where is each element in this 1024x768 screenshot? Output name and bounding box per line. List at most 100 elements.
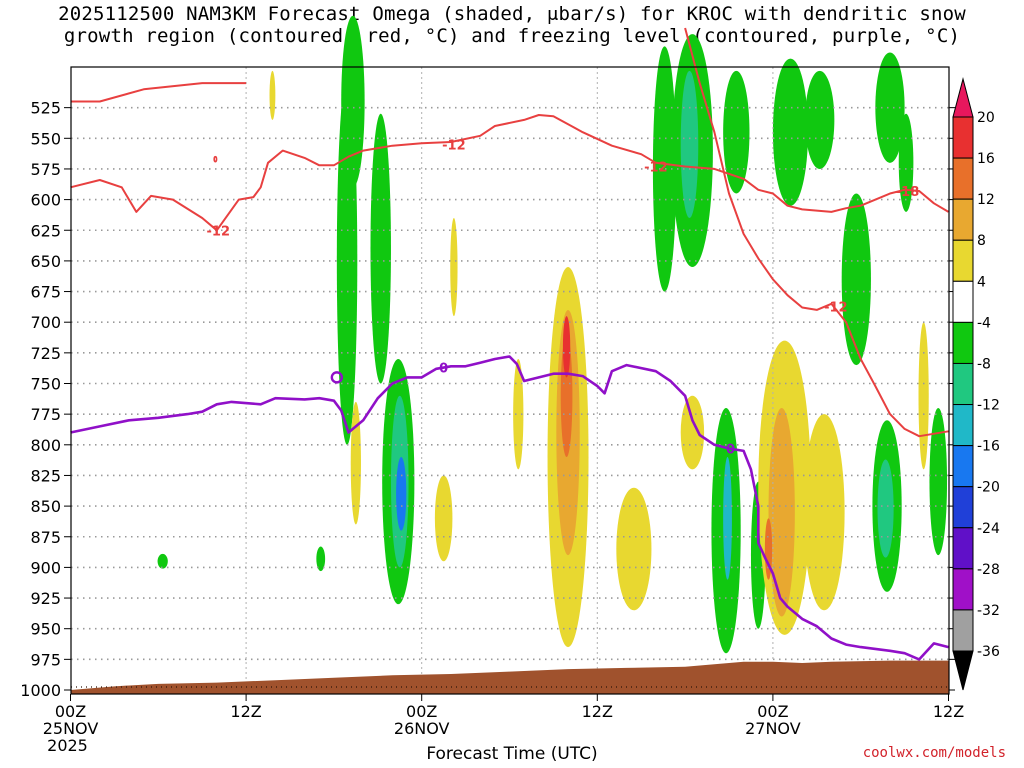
- y-tick-label-850: 850: [30, 497, 61, 516]
- omega-region-14: [616, 487, 652, 611]
- omega-region-33: [877, 459, 894, 558]
- colorbar-label-8: -16: [977, 439, 1000, 455]
- source-credit: coolwx.com/models: [862, 745, 1006, 761]
- omega-region-38: [316, 546, 326, 572]
- omega-region-19: [723, 70, 750, 194]
- dgz-label-1: -12: [207, 224, 231, 239]
- omega-region-7: [350, 401, 361, 525]
- omega-region-13: [562, 316, 571, 378]
- y-tick-label-725: 725: [30, 344, 61, 363]
- y-tick-label-750: 750: [30, 375, 61, 394]
- colorbar-label-2: 12: [977, 192, 995, 208]
- y-tick-label-700: 700: [30, 313, 61, 332]
- y-tick-label-775: 775: [30, 405, 61, 424]
- colorbar-box-6: [952, 362, 974, 406]
- omega-region-26: [803, 414, 845, 611]
- y-tick-label-825: 825: [30, 466, 61, 485]
- colorbar-box-1: [952, 157, 974, 200]
- freezing-small-loop: [330, 371, 344, 384]
- colorbar-label-4: 4: [977, 274, 986, 290]
- y-tick-label-575: 575: [30, 160, 61, 179]
- omega-region-36: [269, 70, 276, 120]
- colorbar-label-3: 8: [977, 233, 986, 249]
- omega-region-34: [929, 408, 948, 556]
- x-tick-label-1-0: 12Z: [230, 702, 261, 721]
- colorbar-label-10: -24: [977, 521, 1000, 537]
- omega-region-21: [723, 457, 732, 580]
- colorbar-box-12: [952, 609, 974, 652]
- colorbar-label-6: -8: [977, 356, 991, 372]
- colorbar-label-13: -36: [977, 644, 1000, 660]
- colorbar-top-arrow: [952, 77, 974, 118]
- y-tick-label-900: 900: [30, 558, 61, 577]
- y-tick-label-650: 650: [30, 252, 61, 271]
- omega-region-1: [341, 15, 365, 188]
- x-tick-label-0-1: 25NOV: [43, 719, 99, 738]
- colorbar-label-12: -32: [977, 603, 1000, 619]
- colorbar-box-11: [952, 568, 974, 611]
- dgz-label-2: -12: [442, 138, 466, 153]
- omega-region-24: [768, 408, 795, 617]
- colorbar-label-1: 16: [977, 151, 995, 167]
- dgz-small-loop: [213, 155, 218, 163]
- colorbar-label-11: -28: [977, 562, 1000, 578]
- omega-region-5: [396, 457, 407, 531]
- omega-region-8: [434, 475, 453, 562]
- colorbar-box-4: [952, 280, 974, 323]
- y-tick-label-550: 550: [30, 129, 61, 148]
- omega-colorbar: 20 16 12 8 4 -4 -8 -12 -16 -20 -24 -28 -32 -36: [952, 77, 1000, 691]
- colorbar-box-2: [952, 198, 974, 241]
- plot-frame: [70, 66, 950, 695]
- x-axis-title: Forecast Time (UTC): [426, 744, 598, 764]
- chart-subtitle: growth region (contoured, red, °C) and f…: [63, 25, 961, 47]
- colorbar-bottom-arrow: [952, 650, 974, 691]
- x-tick-label-4-0: 00Z: [757, 702, 788, 721]
- dgz-contour-lower: [684, 27, 949, 438]
- omega-region-37: [157, 553, 168, 569]
- plot-border: [70, 66, 950, 695]
- y-tick-label-675: 675: [30, 283, 61, 302]
- y-tick-label-950: 950: [30, 620, 61, 639]
- omega-region-29: [841, 193, 871, 366]
- colorbar-box-9: [952, 486, 974, 529]
- omega-region-16: [652, 46, 677, 292]
- freezing-label-2: 0: [726, 442, 735, 457]
- colorbar-label-9: -20: [977, 480, 1000, 496]
- omega-region-30: [875, 52, 905, 163]
- ground-layer: [70, 660, 949, 694]
- colorbar-box-8: [952, 445, 974, 488]
- x-tick-label-5-0: 12Z: [933, 702, 964, 721]
- dgz-label-5: -18: [896, 185, 920, 200]
- grid-lines: [71, 67, 949, 694]
- colorbar-box-10: [952, 527, 974, 570]
- x-tick-label-4-1: 27NOV: [745, 719, 801, 738]
- omega-region-25: [764, 518, 773, 580]
- chart-title: 2025112500 NAM3KM Forecast Omega (shaded…: [58, 3, 966, 25]
- y-tick-label-625: 625: [30, 221, 61, 240]
- omega-region-31: [898, 113, 914, 212]
- y-tick-label-875: 875: [30, 528, 61, 547]
- colorbar-box-7: [952, 404, 974, 447]
- omega-region-2: [370, 113, 391, 384]
- colorbar-label-7: -12: [977, 398, 1000, 414]
- y-tick-label-975: 975: [30, 650, 61, 669]
- y-tick-label-525: 525: [30, 99, 61, 118]
- contour-layer: -12 -12 -12 -12 -18 0 0: [70, 27, 950, 661]
- omega-region-12: [560, 334, 573, 458]
- x-tick-label-0-2: 2025: [47, 736, 88, 755]
- omega-region-15: [680, 395, 705, 470]
- freezing-level-contour: [70, 355, 949, 661]
- omega-shading: [157, 15, 948, 654]
- y-tick-label-925: 925: [30, 589, 61, 608]
- omega-region-18: [680, 70, 699, 218]
- y-tick-label-800: 800: [30, 436, 61, 455]
- y-tick-label-1000: 1000: [20, 681, 61, 700]
- colorbar-box-5: [952, 321, 974, 364]
- x-tick-label-2-0: 00Z: [406, 702, 437, 721]
- colorbar-box-3: [952, 239, 974, 282]
- dgz-contour-main: [70, 114, 950, 232]
- freezing-label-1: 0: [439, 362, 448, 377]
- colorbar-box-0: [952, 116, 974, 159]
- dgz-label-3: -12: [644, 160, 668, 175]
